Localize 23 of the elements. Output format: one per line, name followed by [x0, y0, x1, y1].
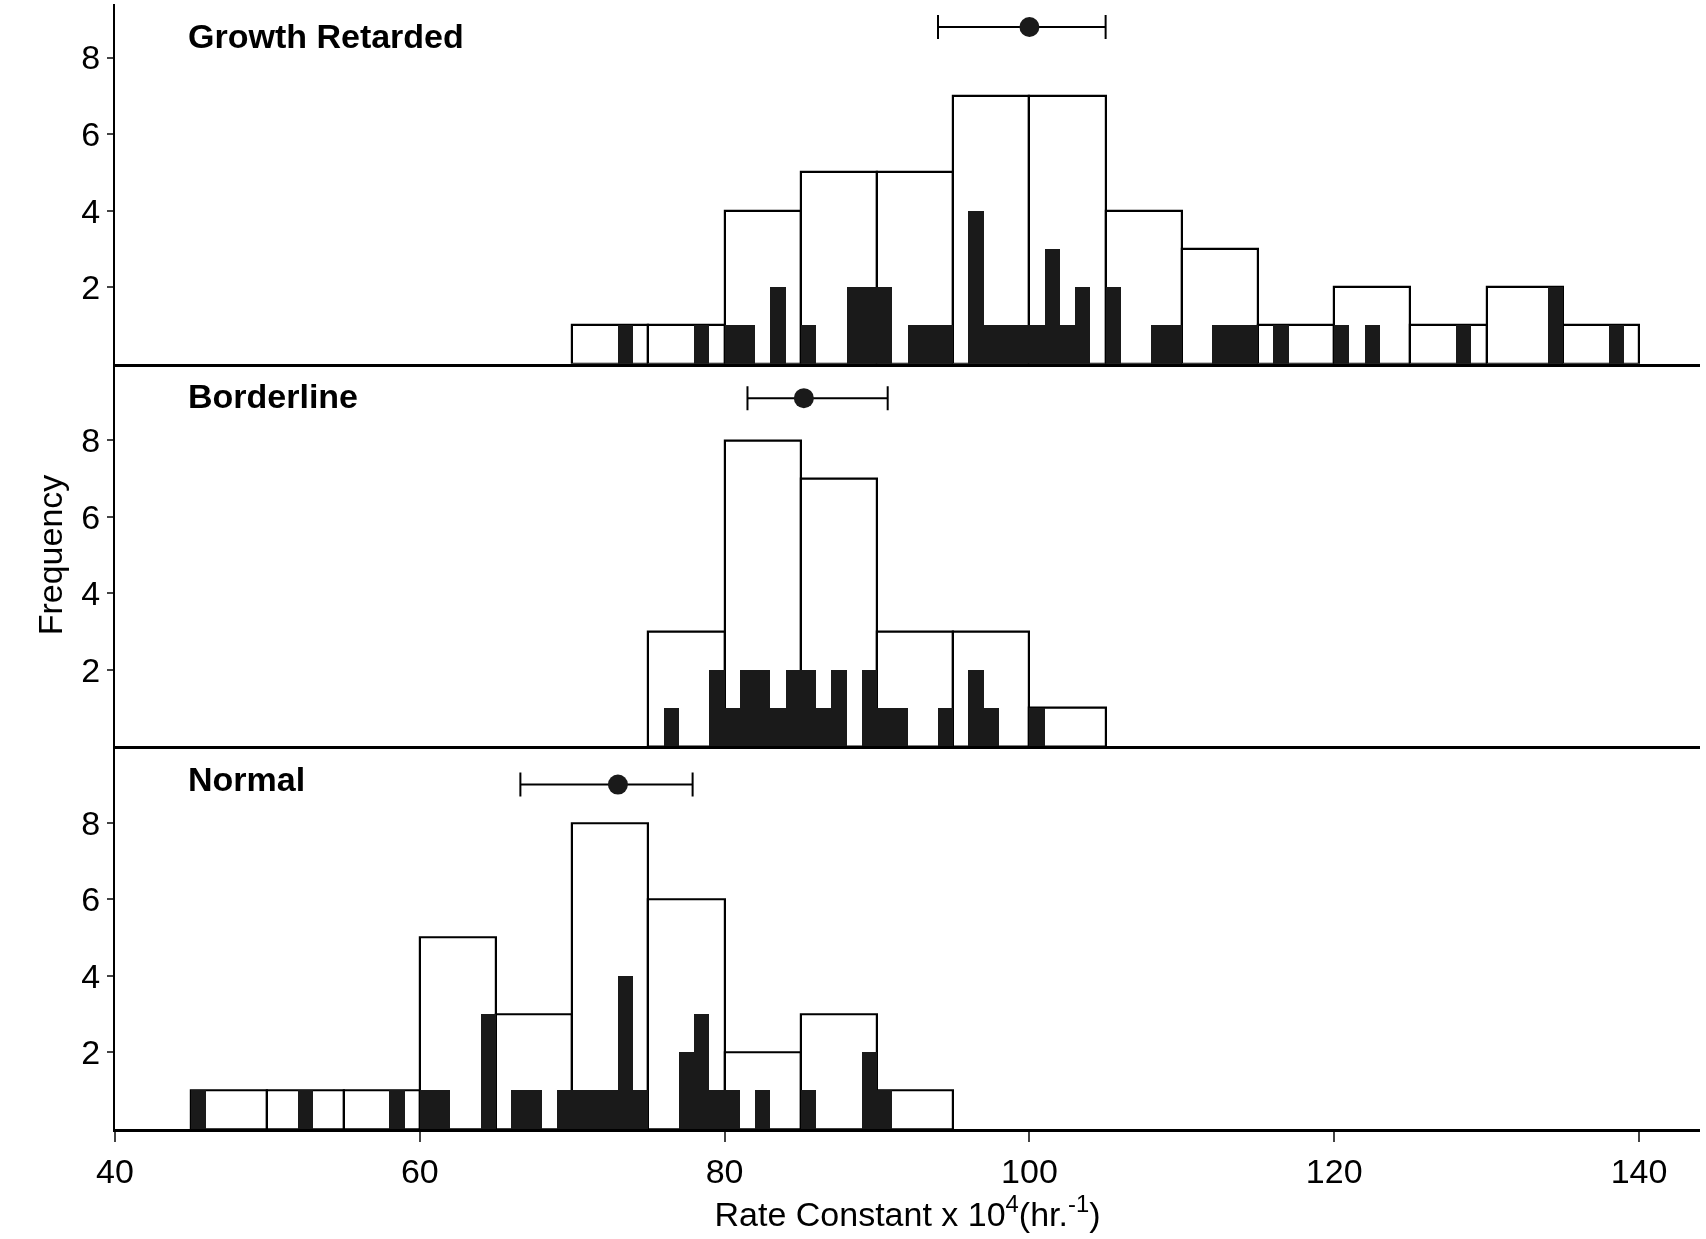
x-tick-label: 40: [96, 1151, 134, 1190]
y-tick-label: 6: [81, 880, 101, 919]
chart-title: Growth Retarded: [188, 17, 464, 55]
y-tick-label: 4: [81, 191, 101, 230]
y-axis-title: Frequency: [31, 474, 70, 636]
y-tick-label: 8: [81, 421, 101, 460]
y-tick-label: 6: [81, 497, 101, 536]
x-tick-label: 120: [1305, 1151, 1363, 1190]
y-tick-label: 2: [81, 650, 101, 689]
y-tick-label: 6: [81, 115, 101, 153]
x-tick-label: 80: [705, 1151, 744, 1190]
x-tick-label: 60: [400, 1151, 439, 1190]
y-tick-label: 2: [81, 268, 101, 307]
y-tick-label: 2: [81, 1033, 101, 1072]
y-tick-label: 4: [81, 956, 101, 995]
y-tick-label: 8: [81, 38, 101, 77]
y-tick-label: 8: [81, 803, 101, 842]
chart-title: Normal: [188, 760, 306, 798]
y-tick-label: 4: [81, 574, 101, 613]
chart-title: Borderline: [188, 377, 359, 415]
x-tick-label: 140: [1610, 1151, 1668, 1190]
x-tick-label: 100: [1001, 1151, 1058, 1190]
x-axis-title: Rate Constant x 10$^{4}$(hr.$^{-1}$): [714, 1189, 1101, 1234]
